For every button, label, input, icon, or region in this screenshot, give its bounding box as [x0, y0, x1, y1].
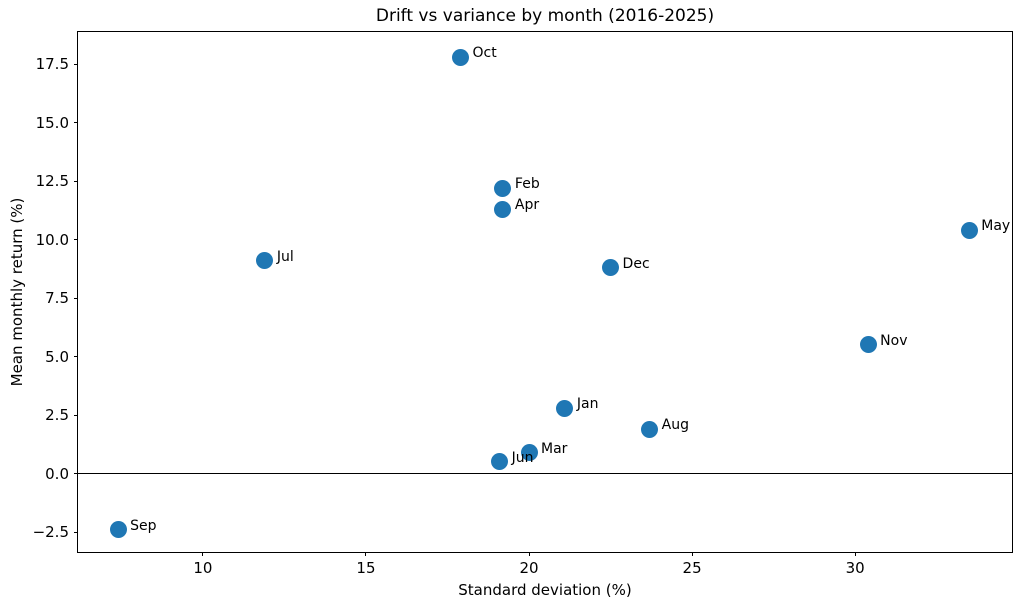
data-point-jan	[556, 399, 574, 417]
data-point-label-aug: Aug	[661, 417, 690, 434]
data-point-jun	[491, 453, 509, 471]
data-point-label-apr: Apr	[514, 197, 540, 214]
y-tick-mark	[74, 297, 78, 299]
data-point-label-jun: Jun	[511, 449, 534, 466]
data-point-label-dec: Dec	[622, 255, 650, 272]
y-tick-label: 2.5	[45, 406, 69, 425]
chart-title: Drift vs variance by month (2016-2025)	[375, 6, 715, 26]
x-tick-label: 30	[845, 559, 865, 577]
x-tick-label: 10	[193, 559, 213, 577]
data-point-label-jan: Jan	[576, 396, 599, 413]
y-tick-label: −2.5	[32, 523, 69, 542]
x-tick-mark	[691, 552, 693, 556]
x-tick-label: 20	[519, 559, 539, 577]
x-axis-label: Standard deviation (%)	[458, 581, 632, 599]
data-point-mar	[520, 444, 538, 462]
y-tick-mark	[74, 239, 78, 241]
data-point-sep	[109, 521, 127, 539]
y-tick-mark	[74, 356, 78, 358]
y-tick-mark	[74, 531, 78, 533]
y-tick-label: 12.5	[35, 172, 69, 191]
data-point-aug	[641, 420, 659, 438]
data-point-apr	[494, 200, 512, 218]
y-tick-mark	[74, 122, 78, 124]
y-tick-label: 7.5	[45, 289, 69, 308]
y-tick-mark	[74, 414, 78, 416]
x-tick-mark	[365, 552, 367, 556]
y-axis-label: Mean monthly return (%)	[8, 197, 26, 387]
data-point-feb	[494, 179, 512, 197]
x-tick-label: 25	[682, 559, 702, 577]
plot-area: 10 15 20 25 30 −2.5 0.0 2.5 5.0 7.5 10.0 12.5 15.0 17…	[33, 31, 1013, 577]
data-point-label-oct: Oct	[472, 45, 497, 62]
y-tick-label: 5.0	[45, 347, 69, 366]
x-tick-mark	[202, 552, 204, 556]
x-tick-mark	[854, 552, 856, 556]
data-point-label-nov: Nov	[880, 332, 908, 349]
y-tick-label: 0.0	[45, 464, 69, 483]
y-tick-mark	[74, 180, 78, 182]
y-tick-mark	[74, 63, 78, 65]
data-point-nov	[859, 336, 877, 354]
x-tick-label: 15	[356, 559, 376, 577]
data-point-label-jul: Jul	[276, 248, 294, 265]
data-point-label-sep: Sep	[130, 517, 157, 534]
data-point-oct	[452, 48, 470, 66]
data-point-dec	[602, 259, 620, 277]
data-point-label-may: May	[981, 218, 1011, 235]
data-point-label-feb: Feb	[514, 176, 540, 193]
y-tick-label: 17.5	[35, 55, 69, 74]
data-point-jul	[256, 252, 274, 270]
data-point-label-mar: Mar	[541, 440, 568, 457]
y-tick-mark	[74, 473, 78, 475]
data-point-may	[960, 221, 978, 239]
y-tick-label: 10.0	[35, 230, 69, 249]
zero-reference-line	[78, 472, 1012, 475]
y-tick-label: 15.0	[35, 113, 69, 132]
x-tick-mark	[528, 552, 530, 556]
